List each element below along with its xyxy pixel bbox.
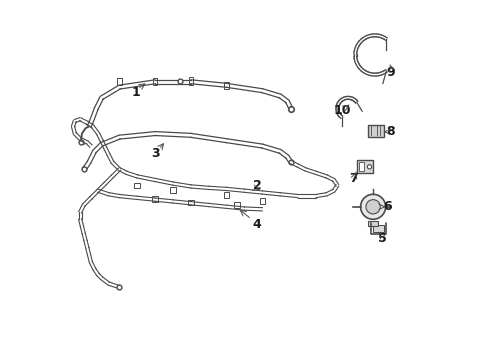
Text: 10: 10 (333, 104, 351, 117)
Bar (367, 125, 383, 137)
Text: 9: 9 (386, 66, 394, 79)
Text: 2: 2 (252, 179, 261, 192)
Bar (358, 162, 364, 171)
Bar (372, 225, 383, 232)
Bar (153, 78, 157, 85)
Circle shape (365, 200, 380, 214)
Bar (356, 160, 372, 173)
Bar (188, 200, 193, 205)
Text: 3: 3 (151, 147, 159, 160)
Bar (117, 78, 122, 85)
Circle shape (366, 165, 371, 169)
Bar (224, 82, 228, 89)
Text: 6: 6 (382, 200, 391, 213)
Circle shape (360, 194, 385, 219)
Text: 7: 7 (348, 172, 357, 185)
Bar (224, 192, 229, 198)
Text: 1: 1 (131, 86, 140, 99)
Bar (188, 77, 193, 85)
Bar (134, 183, 140, 188)
Bar (367, 221, 378, 226)
Text: 8: 8 (386, 125, 394, 138)
Bar (152, 196, 158, 202)
Text: 4: 4 (252, 218, 261, 231)
Bar (259, 198, 264, 203)
Bar (170, 187, 176, 193)
Bar (234, 202, 240, 208)
Text: 5: 5 (377, 233, 386, 246)
